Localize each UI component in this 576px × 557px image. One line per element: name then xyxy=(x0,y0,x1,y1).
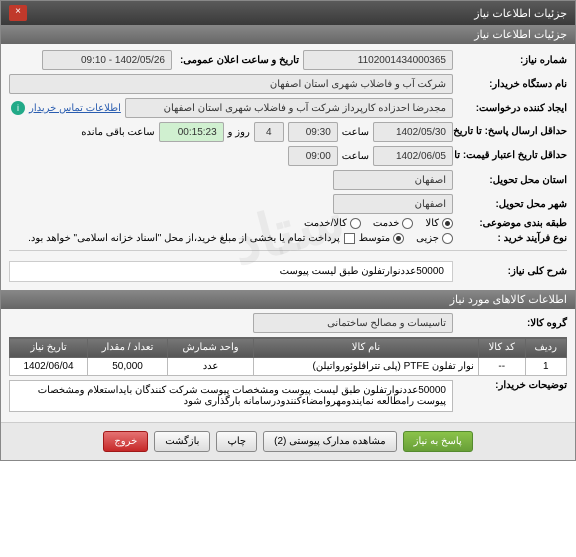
remaining-label: ساعت باقی مانده xyxy=(81,127,154,138)
cell-name: نوار تفلون PTFE (پلی تترافلوئورواتیلن) xyxy=(253,358,478,376)
footer-buttons: پاسخ به نیاز مشاهده مدارک پیوستی (2) چاپ… xyxy=(1,422,575,460)
col-date: تاریخ نیاز xyxy=(10,338,88,358)
col-name: نام کالا xyxy=(253,338,478,358)
city1-field: اصفهان xyxy=(333,170,453,190)
cell-qty: 50,000 xyxy=(88,358,168,376)
desc-box: 50000عددنوارتفلون طبق لیست پیوست ومشخصات… xyxy=(9,380,453,412)
deadline-date-field: 1402/05/30 xyxy=(373,122,453,142)
deadline-label: حداقل ارسال پاسخ: تا تاریخ: xyxy=(457,126,567,138)
group-label: گروه کالا: xyxy=(457,318,567,329)
need-no-label: شماره نیاز: xyxy=(457,55,567,66)
radio-khidmat[interactable]: خدمت xyxy=(373,218,414,229)
back-button[interactable]: بازگشت xyxy=(154,431,210,452)
validity-time-field: 09:00 xyxy=(288,146,338,166)
countdown-field: 00:15:23 xyxy=(159,122,224,142)
deadline-time-field: 09:30 xyxy=(288,122,338,142)
payment-checkbox[interactable] xyxy=(344,233,355,244)
creator-field: مجدرضا احدزاده کارپرداز شرکت آب و فاضلاب… xyxy=(125,98,453,118)
col-unit: واحد شمارش xyxy=(168,338,254,358)
cell-code: -- xyxy=(478,358,525,376)
radio-dot-icon xyxy=(350,218,361,229)
goods-header: اطلاعات کالاهای مورد نیاز xyxy=(1,290,575,309)
cell-unit: عدد xyxy=(168,358,254,376)
divider xyxy=(9,250,567,251)
need-no-field: 1102001434000365 xyxy=(303,50,453,70)
radio-dot-icon xyxy=(393,233,404,244)
radio-kala[interactable]: کالا xyxy=(425,218,453,229)
days-label: روز و xyxy=(228,127,250,138)
radio-jozi[interactable]: جزیی xyxy=(416,233,453,244)
view-attach-button[interactable]: مشاهده مدارک پیوستی (2) xyxy=(263,431,397,452)
close-icon[interactable]: × xyxy=(9,5,27,21)
radio-both[interactable]: کالا/خدمت xyxy=(304,218,361,229)
purchase-label: نوع فرآیند خرید : xyxy=(457,233,567,244)
buyer-field: شرکت آب و فاضلاب شهری استان اصفهان xyxy=(9,74,453,94)
modal-window: جزئیات اطلاعات نیاز × جزئیات اطلاعات نیا… xyxy=(0,0,576,461)
table-row[interactable]: 1 -- نوار تفلون PTFE (پلی تترافلوئورواتی… xyxy=(10,358,567,376)
panel-header: جزئیات اطلاعات نیاز xyxy=(1,25,575,44)
col-code: کد کالا xyxy=(478,338,525,358)
form-area: شماره نیاز: 1102001434000365 تاریخ و ساع… xyxy=(1,44,575,422)
radio-dot-icon xyxy=(442,218,453,229)
time-label-1: ساعت xyxy=(342,127,369,138)
summary-box: 50000عددنوارتفلون طبق لیست پیوست xyxy=(9,261,453,282)
group-field: تاسیسات و مصالح ساختمانی xyxy=(253,313,453,333)
cell-idx: 1 xyxy=(525,358,566,376)
col-idx: ردیف xyxy=(525,338,566,358)
announce-label: تاریخ و ساعت اعلان عمومی: xyxy=(176,55,299,66)
time-label-2: ساعت xyxy=(342,151,369,162)
category-label: طبقه بندی موضوعی: xyxy=(457,218,567,229)
radio-motevaset[interactable]: متوسط xyxy=(359,233,404,244)
goods-table: ردیف کد کالا نام کالا واحد شمارش تعداد /… xyxy=(9,337,567,376)
validity-date-field: 1402/06/05 xyxy=(373,146,453,166)
contact-link[interactable]: اطلاعات تماس خریدار xyxy=(29,103,121,114)
payment-text: پرداخت تمام یا بخشی از مبلغ خرید،از محل … xyxy=(28,233,340,244)
exit-button[interactable]: خروج xyxy=(103,431,148,452)
city2-field: اصفهان xyxy=(333,194,453,214)
window-title: جزئیات اطلاعات نیاز xyxy=(474,7,567,20)
announce-field: 1402/05/26 - 09:10 xyxy=(42,50,172,70)
table-header-row: ردیف کد کالا نام کالا واحد شمارش تعداد /… xyxy=(10,338,567,358)
respond-button[interactable]: پاسخ به نیاز xyxy=(403,431,473,452)
city1-label: استان محل تحویل: xyxy=(457,175,567,186)
days-field: 4 xyxy=(254,122,284,142)
validity-label: حداقل تاریخ اعتبار قیمت: تا تاریخ: xyxy=(457,150,567,162)
radio-dot-icon xyxy=(442,233,453,244)
cell-date: 1402/06/04 xyxy=(10,358,88,376)
radio-dot-icon xyxy=(402,218,413,229)
info-icon[interactable]: i xyxy=(11,101,25,115)
city2-label: شهر محل تحویل: xyxy=(457,199,567,210)
desc-label: توضیحات خریدار: xyxy=(457,380,567,391)
title-bar: جزئیات اطلاعات نیاز × xyxy=(1,1,575,25)
purchase-radio-group: جزیی متوسط xyxy=(359,233,453,244)
print-button[interactable]: چاپ xyxy=(216,431,257,452)
summary-label: شرح کلی نیاز: xyxy=(457,266,567,277)
category-radio-group: کالا خدمت کالا/خدمت xyxy=(304,218,453,229)
creator-label: ایجاد کننده درخواست: xyxy=(457,103,567,114)
buyer-label: نام دستگاه خریدار: xyxy=(457,79,567,90)
col-qty: تعداد / مقدار xyxy=(88,338,168,358)
